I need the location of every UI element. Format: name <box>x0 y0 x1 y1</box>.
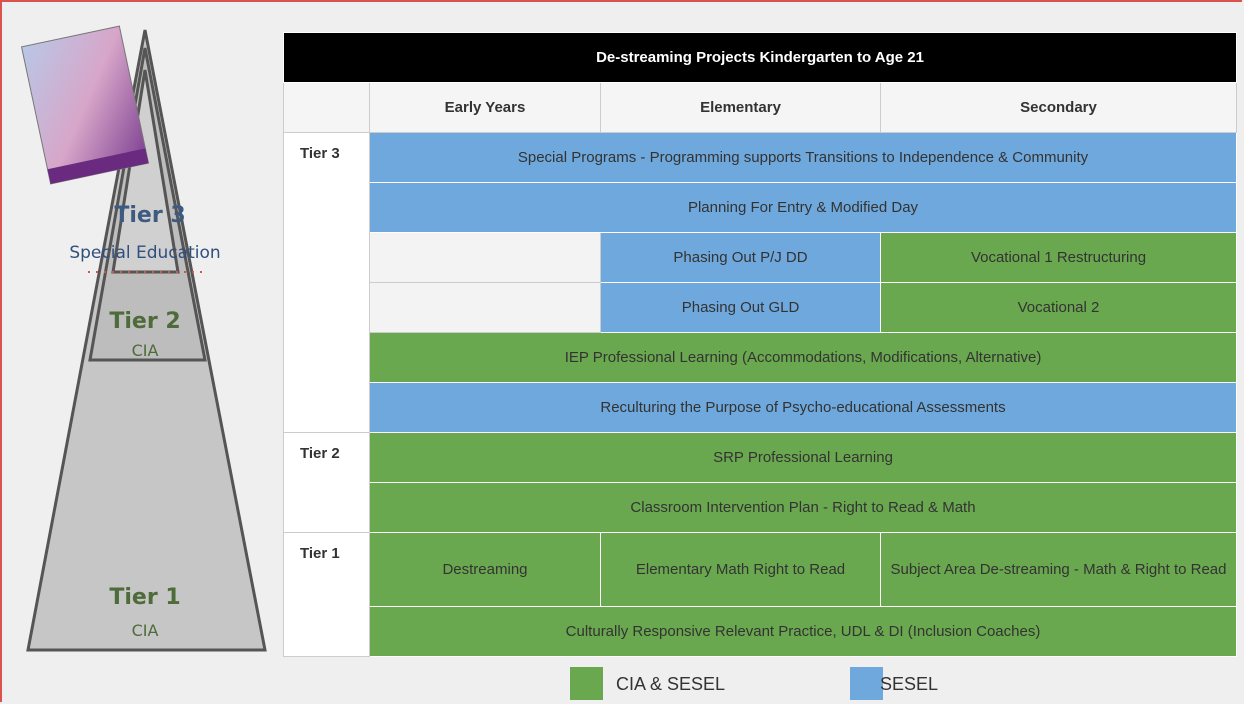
table-cell: Subject Area De-streaming - Math & Right… <box>880 532 1237 607</box>
empty-cell <box>369 232 601 283</box>
tier-cell: Tier 1 <box>283 532 370 657</box>
tier-label: Tier 2 <box>109 309 180 334</box>
column-header: Early Years <box>369 82 601 133</box>
table-cell: Phasing Out P/J DD <box>600 232 881 283</box>
tier-sublabel: Special Education <box>69 243 220 263</box>
pyramid: Tier 3 Special Education Tier 2 CIA Tier… <box>20 25 267 652</box>
tier-cell: Tier 2 <box>283 432 370 533</box>
table-cell: Destreaming <box>369 532 601 607</box>
table-cell: IEP Professional Learning (Accommodation… <box>369 332 1237 383</box>
tier-label: Tier 3 <box>114 203 185 228</box>
tier-sublabel: CIA <box>132 341 159 360</box>
tier-cell: Tier 3 <box>283 132 370 433</box>
projects-table: De-streaming Projects Kindergarten to Ag… <box>283 32 1237 657</box>
table-cell: SRP Professional Learning <box>369 432 1237 483</box>
column-header: Elementary <box>600 82 881 133</box>
legend-swatch <box>850 667 883 700</box>
table-cell: Elementary Math Right to Read <box>600 532 881 607</box>
table-cell: Culturally Responsive Relevant Practice,… <box>369 606 1237 657</box>
table-cell: Special Programs - Programming supports … <box>369 132 1237 183</box>
empty-cell <box>369 282 601 333</box>
table-title: De-streaming Projects Kindergarten to Ag… <box>283 32 1237 83</box>
column-header: Secondary <box>880 82 1237 133</box>
table-cell: Phasing Out GLD <box>600 282 881 333</box>
tier-sublabel: CIA <box>132 621 159 640</box>
table-cell: Classroom Intervention Plan - Right to R… <box>369 482 1237 533</box>
table-cell: Reculturing the Purpose of Psycho-educat… <box>369 382 1237 433</box>
legend-label: CIA & SESEL <box>616 674 726 694</box>
table-cell: Planning For Entry & Modified Day <box>369 182 1237 233</box>
corner-cell <box>283 82 370 133</box>
table-cell: Vocational 2 <box>880 282 1237 333</box>
tier-label: Tier 1 <box>109 585 180 610</box>
legend-label: SESEL <box>880 674 939 694</box>
book-cover <box>20 25 150 185</box>
legend-swatch <box>570 667 603 700</box>
table-cell: Vocational 1 Restructuring <box>880 232 1237 283</box>
